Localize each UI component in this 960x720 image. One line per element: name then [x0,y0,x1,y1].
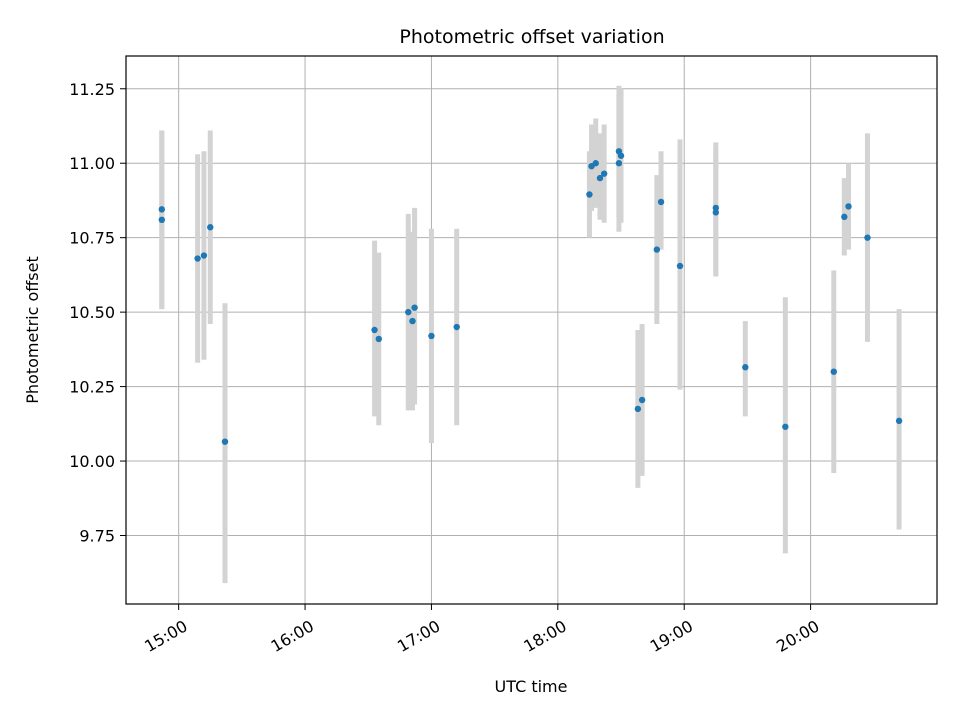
y-axis-label: Photometric offset [23,256,42,404]
data-point [200,252,208,259]
x-axis-label: UTC time [495,677,568,696]
data-point [194,255,201,262]
y-tick-label: 10.00 [69,452,115,471]
data-point [845,203,852,210]
y-tick-label: 9.75 [79,527,115,546]
data-point [712,209,720,216]
data-point [864,234,871,241]
data-point [411,304,418,311]
data-point [453,323,460,331]
y-tick-label: 10.25 [69,378,115,397]
data-point [830,368,837,375]
data-point [158,206,166,213]
data-point [409,317,416,325]
data-point [600,170,608,177]
data-point [638,396,646,404]
data-point [596,174,604,182]
data-point [895,417,903,425]
data-point [782,423,789,430]
data-point [207,224,214,231]
data-point [221,438,229,445]
y-tick-label: 10.75 [69,229,115,248]
data-point [653,246,661,253]
data-point [841,213,848,221]
data-point [158,216,166,224]
chart-title: Photometric offset variation [399,26,664,48]
plot-frame [125,55,938,605]
data-point [676,262,684,270]
data-points [158,148,903,445]
grid [126,56,937,604]
data-point [371,326,378,334]
data-point [592,160,599,167]
y-tick-label: 11.25 [69,80,115,99]
data-point [586,191,593,198]
y-tick-label: 11.00 [69,154,115,173]
data-point [405,308,412,316]
data-point [712,204,720,212]
data-point [617,152,625,159]
y-tick-label: 10.50 [69,303,115,322]
data-point [634,405,642,413]
data-point [742,364,749,371]
data-point [657,198,665,206]
data-point [615,160,623,167]
data-point [375,335,382,343]
data-point [428,332,435,340]
